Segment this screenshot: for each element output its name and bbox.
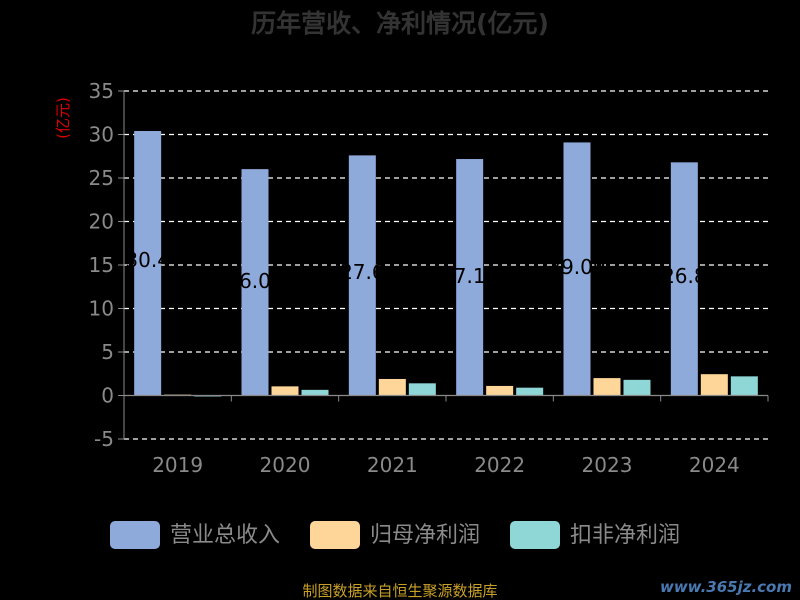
y-axis-label: (亿元) (54, 97, 72, 139)
legend-label: 归母净利润 (370, 523, 480, 548)
data-labels: 30.4 26.02 27.6 27.18 29.09 26.8 (125, 248, 706, 293)
y-tick-label: 15 (89, 253, 114, 277)
bar (593, 378, 621, 396)
bar (301, 389, 329, 396)
axes (123, 91, 769, 439)
bar (348, 155, 376, 396)
y-tick-label: 35 (89, 79, 114, 103)
bar (134, 131, 162, 396)
data-label: 30.4 (125, 248, 170, 272)
source-note: 制图数据来自恒生聚源数据库 (302, 582, 497, 600)
bar (670, 162, 698, 396)
legend-swatch (310, 521, 360, 549)
bar (408, 383, 436, 396)
bar (700, 374, 728, 396)
legend-swatch (510, 521, 560, 549)
x-tick-labels: 2019 2020 2021 2022 2023 2024 (152, 453, 740, 477)
bar (241, 169, 269, 396)
y-tick-label: 25 (89, 166, 114, 190)
legend-label: 营业总收入 (170, 523, 280, 548)
bar (516, 387, 544, 396)
watermark: www.365jz.com (660, 578, 792, 596)
y-tick-labels: -5 0 5 10 15 20 25 30 35 (89, 79, 114, 451)
bar (730, 376, 758, 396)
x-tick-label: 2020 (260, 453, 311, 477)
y-tick-label: 5 (101, 340, 114, 364)
data-label: 27.6 (340, 260, 385, 284)
bar (456, 159, 484, 396)
x-tick-label: 2021 (367, 453, 418, 477)
y-tick-label: 0 (101, 384, 114, 408)
bar (486, 385, 514, 396)
data-label: 26.02 (226, 269, 283, 293)
data-label: 27.18 (441, 264, 498, 288)
x-tick-label: 2019 (152, 453, 203, 477)
y-tick-label: 30 (89, 123, 114, 147)
legend-swatch (110, 521, 160, 549)
legend: 营业总收入 归母净利润 扣非净利润 (110, 521, 680, 549)
bars (134, 131, 758, 397)
x-tick-label: 2024 (689, 453, 740, 477)
x-tick-label: 2023 (582, 453, 633, 477)
grid-lines (118, 90, 768, 440)
x-tick-label: 2022 (474, 453, 525, 477)
y-tick-label: -5 (94, 427, 114, 451)
legend-label: 扣非净利润 (570, 523, 680, 548)
bar (563, 142, 591, 396)
bar (271, 386, 299, 396)
y-tick-label: 10 (89, 297, 114, 321)
bar (378, 378, 406, 396)
y-tick-label: 20 (89, 210, 114, 234)
data-label: 29.09 (548, 255, 605, 279)
bar (623, 379, 651, 396)
chart-title: 历年营收、净利情况(亿元) (251, 9, 549, 38)
data-label: 26.8 (662, 264, 707, 288)
